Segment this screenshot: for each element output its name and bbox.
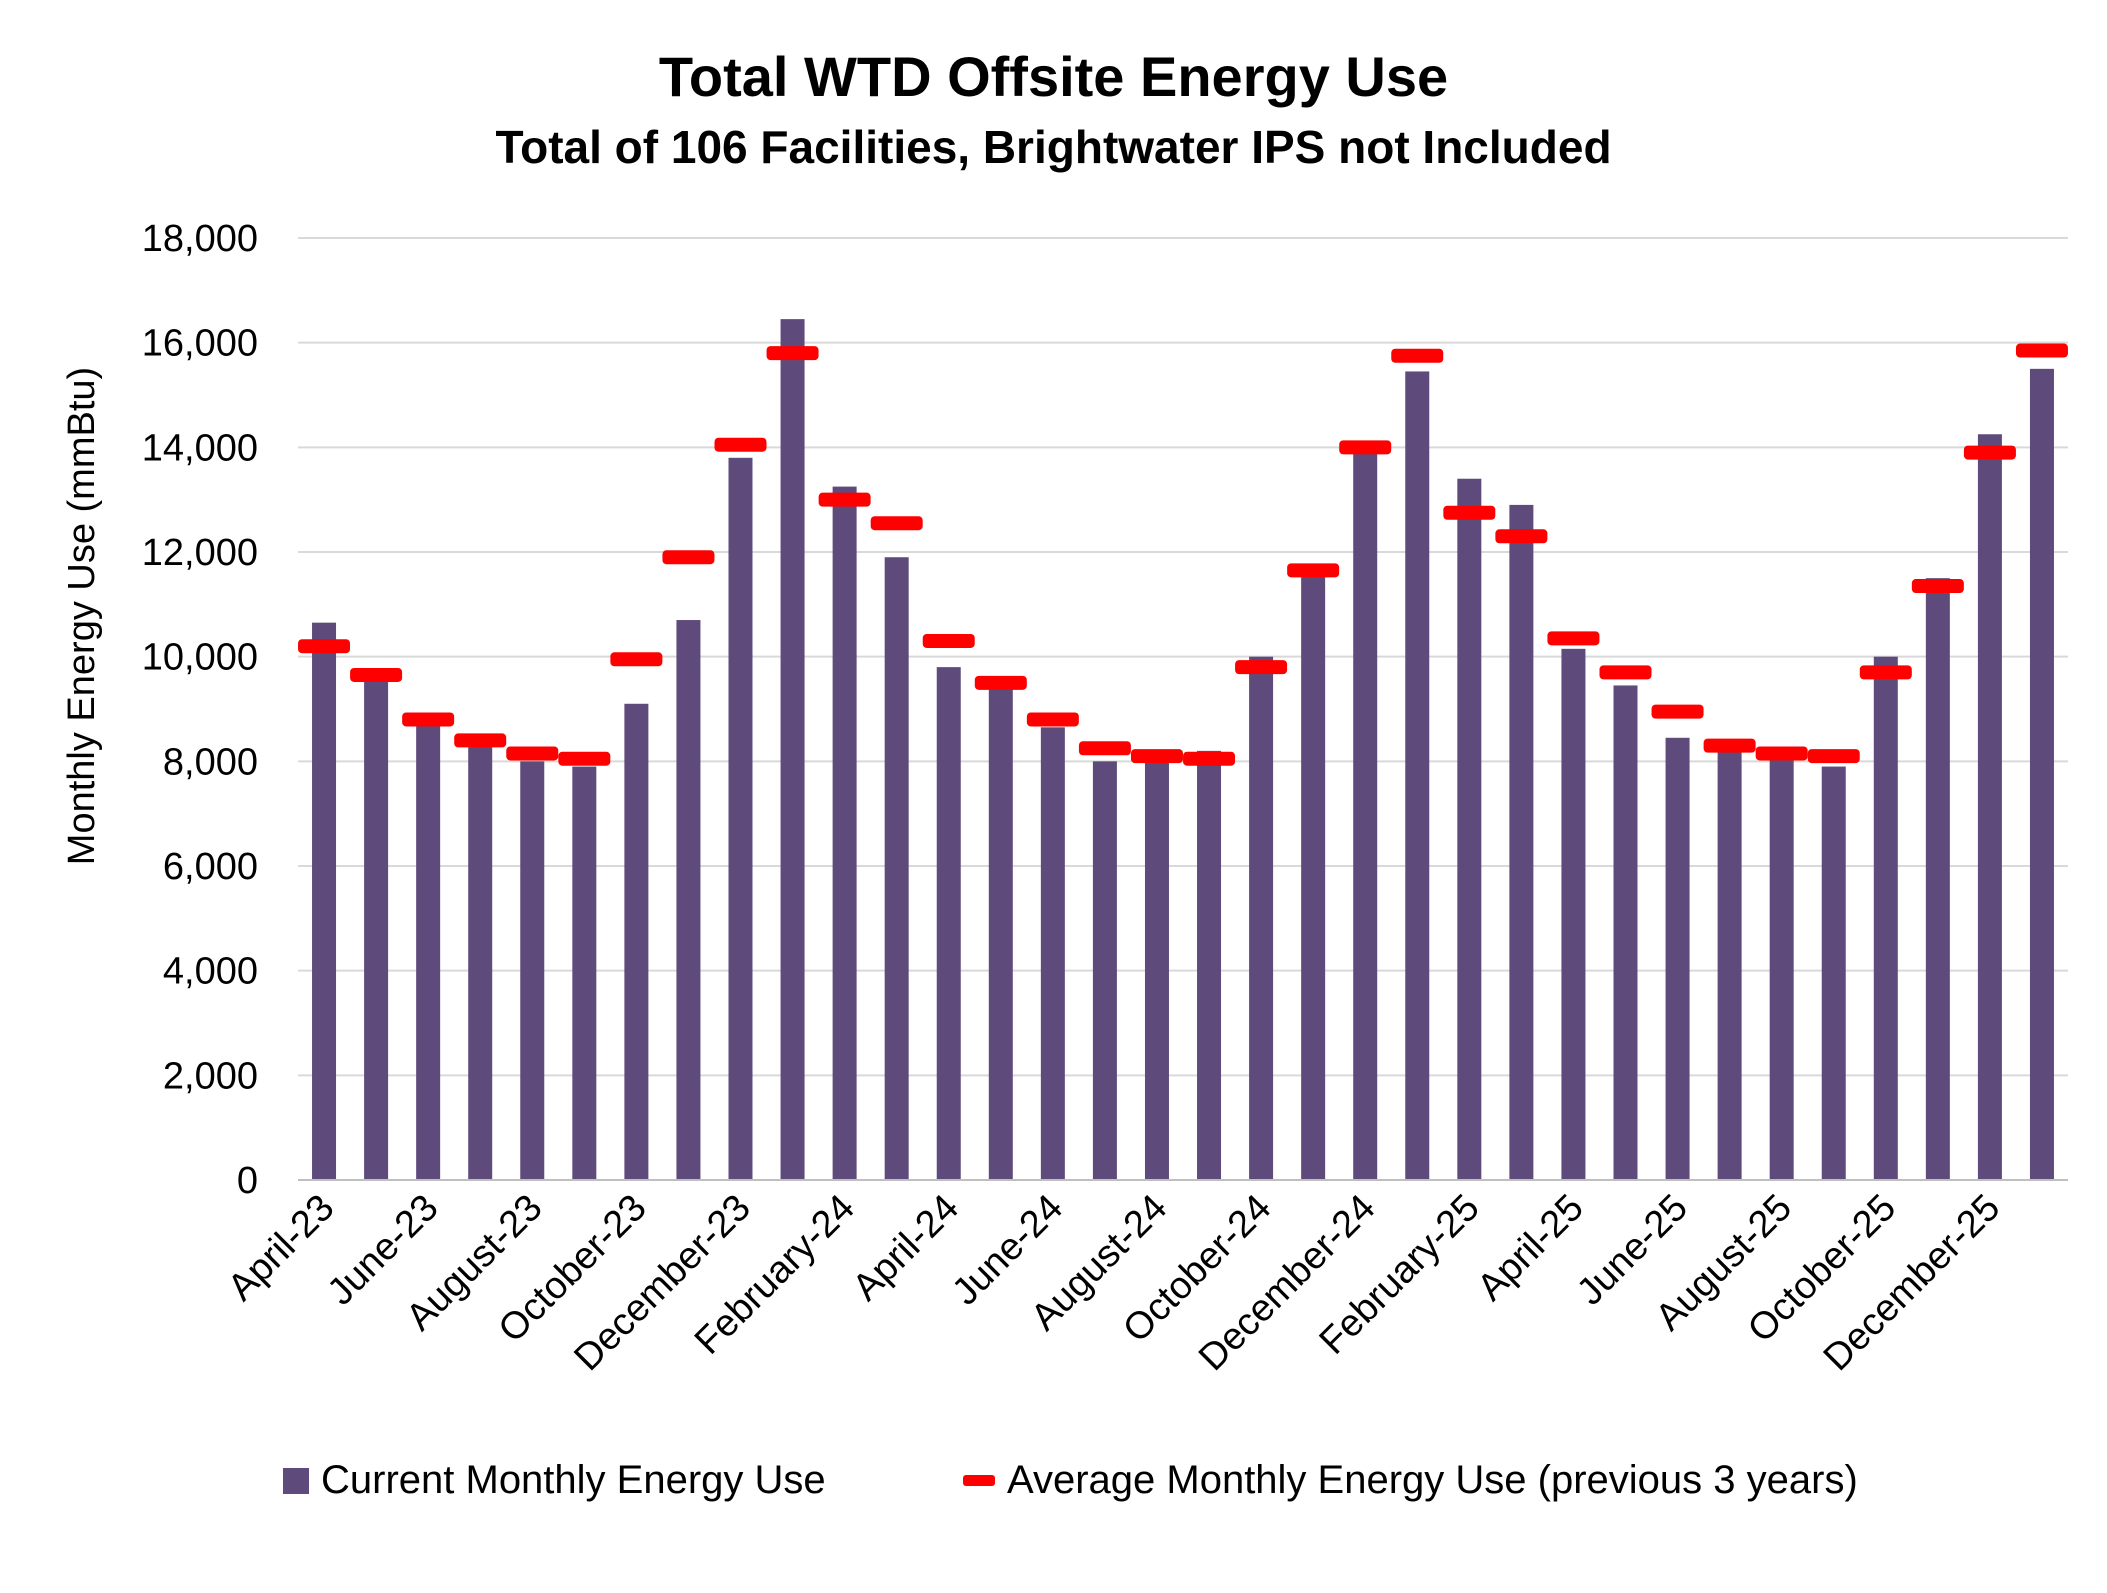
bar [312, 622, 337, 1180]
average-marker [1078, 741, 1131, 756]
legend-label-average: Average Monthly Energy Use (previous 3 y… [1007, 1458, 1858, 1502]
y-tick-label: 16,000 [142, 323, 258, 365]
average-marker [1651, 704, 1704, 719]
y-tick-label: 18,000 [142, 218, 258, 260]
bar [1249, 656, 1274, 1180]
x-tick-label: April-23 [220, 1187, 342, 1309]
average-marker [1599, 665, 1652, 680]
average-marker [610, 652, 663, 667]
y-tick-label: 10,000 [142, 637, 258, 679]
legend-swatch-bar [283, 1467, 309, 1494]
average-marker [1547, 631, 1600, 646]
average-marker [818, 492, 871, 507]
average-marker [766, 346, 819, 361]
bar [1040, 727, 1065, 1180]
average-marker [506, 746, 559, 761]
average-marker [1443, 505, 1496, 520]
y-tick-label: 6,000 [163, 846, 258, 888]
bar [832, 486, 857, 1180]
bar [1769, 756, 1794, 1180]
bar [468, 745, 493, 1180]
bar [1197, 750, 1222, 1180]
average-marker [454, 733, 507, 748]
y-tick-label: 12,000 [142, 532, 258, 574]
bar [936, 667, 961, 1180]
bar [1509, 504, 1534, 1180]
average-marker [662, 550, 715, 565]
y-tick-label: 2,000 [163, 1055, 258, 1097]
bar [1457, 478, 1482, 1180]
legend-item-current: Current Monthly Energy Use [283, 1458, 826, 1503]
average-marker [870, 516, 923, 531]
legend-swatch-marker [963, 1475, 995, 1486]
bar [1405, 371, 1430, 1180]
average-marker [1235, 660, 1288, 675]
bar [988, 688, 1013, 1180]
average-marker [1911, 579, 1964, 594]
bar [884, 557, 909, 1180]
bar [676, 620, 701, 1180]
bar [2029, 368, 2054, 1180]
bar [780, 319, 805, 1180]
chart-subtitle: Total of 106 Facilities, Brightwater IPS… [495, 121, 1612, 173]
bar [416, 722, 441, 1180]
legend: Current Monthly Energy Use Average Month… [0, 1458, 2107, 1518]
average-marker [1495, 529, 1548, 544]
average-marker [2015, 343, 2068, 358]
legend-item-average: Average Monthly Energy Use (previous 3 y… [963, 1458, 1858, 1503]
y-tick-label: 0 [237, 1160, 258, 1202]
bar [1873, 656, 1898, 1180]
legend-label-current: Current Monthly Energy Use [321, 1458, 826, 1502]
x-tick-label: April-25 [1470, 1187, 1592, 1309]
y-tick-label: 4,000 [163, 951, 258, 993]
average-marker [1859, 665, 1912, 680]
bar [1092, 761, 1117, 1180]
bar [1665, 737, 1690, 1180]
average-marker [1339, 440, 1392, 455]
average-marker [974, 675, 1027, 690]
chart-title: Total WTD Offsite Energy Use [658, 45, 1449, 108]
gridlines [298, 237, 2068, 1077]
bar [1717, 750, 1742, 1180]
bar [1301, 575, 1326, 1180]
bar [1821, 766, 1846, 1180]
bars [312, 319, 2054, 1180]
average-marker [1026, 712, 1079, 727]
average-marker [558, 751, 611, 766]
average-marker [1130, 749, 1183, 764]
average-marker [350, 667, 403, 682]
bar [572, 766, 597, 1180]
y-axis-label: Monthly Energy Use (mmBtu) [61, 367, 103, 865]
average-marker [1755, 746, 1808, 761]
bar [1925, 578, 1950, 1180]
bar [1144, 758, 1169, 1180]
bar [728, 457, 753, 1180]
average-marker [402, 712, 455, 727]
bar [364, 677, 389, 1180]
average-marker [1703, 738, 1756, 753]
y-tick-label: 8,000 [163, 741, 258, 783]
average-markers [298, 343, 2068, 766]
average-marker [298, 639, 351, 654]
average-marker [922, 633, 975, 648]
bar [1613, 685, 1638, 1180]
y-tick-label: 14,000 [142, 427, 258, 469]
average-marker [1963, 445, 2016, 460]
average-marker [1287, 563, 1340, 578]
average-marker [1807, 749, 1860, 764]
bar [1561, 648, 1586, 1180]
bar [624, 703, 649, 1180]
x-tick-label: April-24 [845, 1187, 967, 1309]
bar [1977, 434, 2002, 1180]
bar [520, 761, 545, 1180]
bar [1353, 449, 1378, 1180]
average-marker [1183, 751, 1236, 766]
average-marker [1391, 348, 1444, 363]
average-marker [714, 437, 767, 452]
